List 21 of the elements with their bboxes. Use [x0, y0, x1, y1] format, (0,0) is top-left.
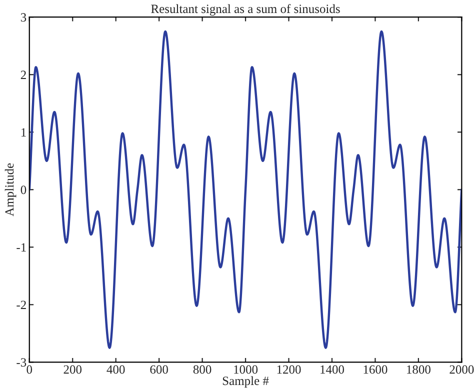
- y-tick-label: -1: [16, 243, 26, 252]
- x-tick-label: 0: [26, 365, 32, 374]
- x-tick-label: 800: [193, 365, 212, 374]
- x-axis-title: Sample #: [222, 376, 269, 388]
- x-tick-label: 400: [106, 365, 125, 374]
- y-tick-label: 3: [20, 13, 26, 22]
- x-tick-label: 1200: [277, 365, 301, 374]
- x-tick-label: 1600: [364, 365, 388, 374]
- y-axis-title: Amplitude: [4, 163, 16, 216]
- x-tick-label: 2000: [450, 365, 474, 374]
- x-tick-label: 1400: [320, 365, 344, 374]
- x-tick-label: 600: [150, 365, 168, 374]
- chart-title: Resultant signal as a sum of sinusoids: [151, 4, 340, 16]
- x-tick-label: 200: [64, 365, 82, 374]
- y-tick-label: 1: [21, 128, 26, 136]
- y-tick-label: -2: [16, 300, 26, 309]
- y-tick-label: 2: [20, 70, 26, 79]
- y-tick-label: 0: [20, 186, 26, 194]
- x-tick-label: 1000: [234, 365, 258, 374]
- y-tick-label: -3: [16, 358, 26, 367]
- x-tick-label: 1800: [407, 365, 430, 374]
